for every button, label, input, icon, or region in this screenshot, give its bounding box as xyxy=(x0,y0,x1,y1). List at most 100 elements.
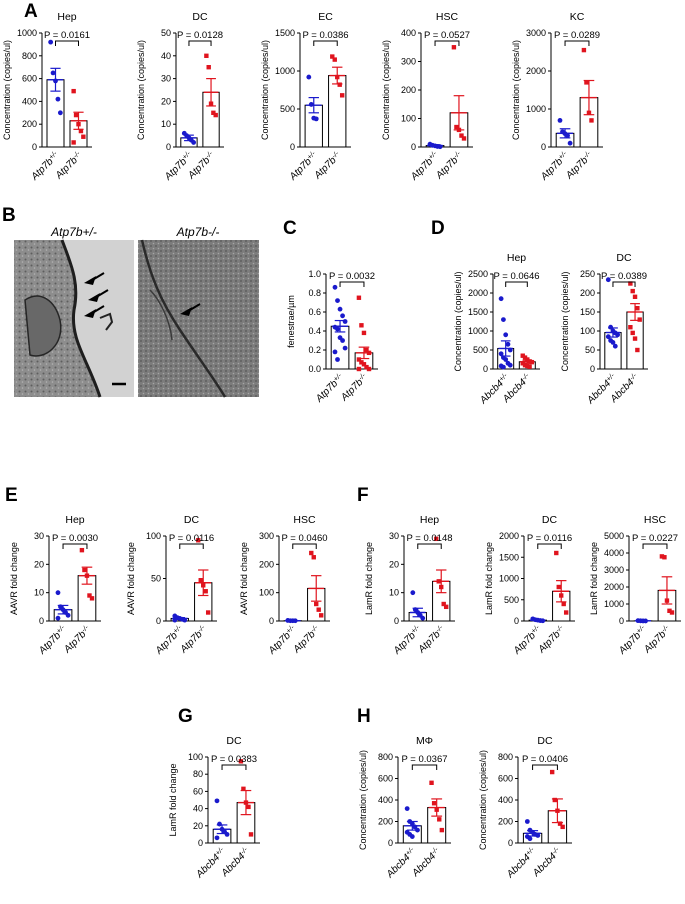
chart-f1: Hep 0 10 20 30 LamR fold change P = 0.0148 Atp7… xyxy=(364,514,455,657)
y-tick-label: 0 xyxy=(514,616,519,626)
data-point xyxy=(306,74,312,80)
y-tick-label: 400 xyxy=(498,795,513,805)
category-superscript: +/- xyxy=(530,624,541,635)
data-point xyxy=(311,555,316,560)
arrow-icon xyxy=(84,309,96,318)
category-superscript: -/- xyxy=(452,150,462,160)
data-point xyxy=(501,364,506,370)
data-point xyxy=(191,140,197,145)
panel-letter-f: F xyxy=(357,485,369,506)
category-label: Atp7b-/- xyxy=(641,624,673,656)
y-tick-label: 600 xyxy=(378,774,393,784)
data-point xyxy=(409,834,415,839)
chart-title: Hep xyxy=(57,11,76,23)
y-tick-label: 100 xyxy=(146,531,161,541)
data-point xyxy=(217,821,222,827)
p-value-label: P = 0.0460 xyxy=(281,533,327,544)
data-point xyxy=(330,54,335,59)
category-label: Atp7b+/- xyxy=(408,150,442,184)
y-tick-label: 0 xyxy=(156,616,161,626)
data-point xyxy=(342,319,348,324)
data-point xyxy=(443,604,449,610)
chart-title: KC xyxy=(570,11,585,23)
y-tick-label: 1000 xyxy=(468,326,488,336)
data-point xyxy=(71,140,76,145)
y-tick-label: 200 xyxy=(378,817,393,827)
chart-title: MΦ xyxy=(416,735,433,747)
y-tick-label: 30 xyxy=(389,531,399,541)
data-point xyxy=(82,567,87,573)
data-point xyxy=(206,65,211,70)
p-value-label: P = 0.0386 xyxy=(302,30,348,41)
data-point xyxy=(339,93,345,98)
y-axis-label: fenestrae/µm xyxy=(286,295,296,348)
data-point xyxy=(630,288,635,294)
y-tick-label: 800 xyxy=(378,752,393,762)
chart-title: HSC xyxy=(644,514,667,526)
data-point xyxy=(309,550,314,556)
y-tick-label: 300 xyxy=(401,57,416,67)
y-tick-label: 10 xyxy=(34,588,44,598)
category-superscript: +/- xyxy=(214,846,225,857)
category-superscript: -/- xyxy=(430,846,440,856)
data-point xyxy=(332,349,338,355)
p-value-label: P = 0.0289 xyxy=(554,30,600,41)
data-point xyxy=(50,70,56,76)
category-superscript: -/- xyxy=(204,150,214,160)
data-point xyxy=(459,133,464,138)
y-tick-label: 0.8 xyxy=(308,288,321,298)
data-point xyxy=(308,102,314,107)
arrow-icon xyxy=(88,293,100,302)
significance-bracket xyxy=(434,40,460,46)
category-superscript: -/- xyxy=(551,846,561,856)
data-point xyxy=(332,284,338,290)
data-point xyxy=(78,128,84,134)
data-point xyxy=(224,832,230,837)
y-tick-label: 2500 xyxy=(468,269,488,279)
data-point xyxy=(410,590,416,596)
p-value-label: P = 0.0383 xyxy=(211,754,257,765)
data-point xyxy=(198,578,203,583)
y-axis-label: LamR fold change xyxy=(364,542,374,615)
data-point xyxy=(48,39,54,45)
data-point xyxy=(332,57,337,62)
y-tick-label: 0 xyxy=(32,142,37,152)
y-axis-label: Concentration (copies/ul) xyxy=(2,40,12,140)
significance-bracket xyxy=(505,281,528,287)
y-tick-label: 400 xyxy=(378,795,393,805)
data-point xyxy=(635,306,640,311)
y-tick-label: 800 xyxy=(498,752,513,762)
y-tick-label: 2000 xyxy=(499,531,519,541)
y-tick-label: 1500 xyxy=(468,307,488,317)
y-tick-label: 250 xyxy=(580,269,595,279)
data-point xyxy=(337,82,342,87)
data-point xyxy=(451,45,457,50)
y-tick-label: 100 xyxy=(259,588,274,598)
data-point xyxy=(637,317,642,322)
y-tick-label: 20 xyxy=(161,96,171,106)
data-point xyxy=(527,836,533,842)
category-superscript: +/- xyxy=(332,372,343,383)
chart-a4: HSC 0 100 200 300 400 Concentration (copies/ul… xyxy=(381,11,473,183)
category-label: Atp7b+/- xyxy=(616,624,650,658)
y-tick-label: 3000 xyxy=(526,28,546,38)
category-superscript: +/- xyxy=(525,846,536,857)
data-point xyxy=(439,827,445,833)
panel-letter-b: B xyxy=(2,205,16,226)
data-point xyxy=(364,347,369,353)
data-point xyxy=(313,116,319,122)
data-point xyxy=(71,88,76,94)
chart-title: Hep xyxy=(420,514,439,526)
chart-d2: DC 0 50 100 150 200 250 Concentration (copies/u… xyxy=(560,252,648,407)
chart-e3: HSC 0 100 200 300 AAVR fold change P = 0.0460 A… xyxy=(239,514,330,657)
panel-letter-c: C xyxy=(283,218,297,239)
data-point xyxy=(203,589,208,594)
data-point xyxy=(204,53,209,58)
y-tick-label: 80 xyxy=(193,769,203,779)
y-tick-label: 300 xyxy=(259,531,274,541)
chart-title: EC xyxy=(318,11,333,23)
category-superscript: -/- xyxy=(331,150,341,160)
y-tick-label: 30 xyxy=(34,531,44,541)
data-point xyxy=(337,306,343,312)
